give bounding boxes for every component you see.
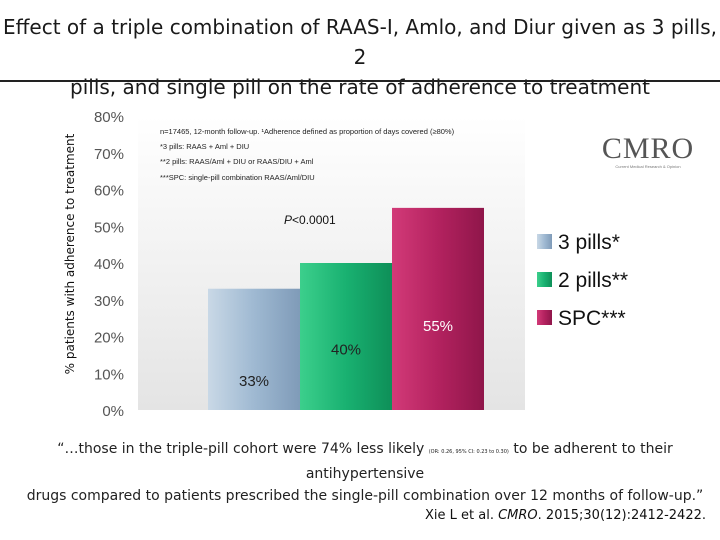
chart-notes: n=17465, 12-month follow-up. ¹Adherence … bbox=[160, 127, 455, 182]
y-tick-label: 0% bbox=[102, 403, 124, 420]
quote-small-print: (OR: 0.26, 95% CI: 0.23 to 0.30) bbox=[428, 449, 509, 455]
note-line-1: n=17465, 12-month follow-up. ¹Adherence … bbox=[160, 127, 455, 136]
legend-label: 3 pills* bbox=[558, 231, 620, 254]
y-tick-label: 10% bbox=[94, 366, 124, 383]
y-tick-label: 40% bbox=[94, 256, 124, 273]
citation: Xie L et al. CMRO. 2015;30(12):2412-2422… bbox=[425, 508, 706, 523]
note-line-2: *3 pills: RAAS + Aml + DIU bbox=[160, 142, 249, 151]
cmro-logo: CMRO Current Medical Research & Opinion bbox=[600, 134, 696, 170]
p-value: P<0.0001 bbox=[284, 213, 336, 227]
y-tick-label: 50% bbox=[94, 219, 124, 236]
title-divider bbox=[0, 80, 720, 82]
legend-swatch bbox=[537, 272, 552, 287]
y-tick-label: 30% bbox=[94, 293, 124, 310]
bar-value-label: 33% bbox=[239, 373, 269, 390]
citation-rest: . 2015;30(12):2412-2422. bbox=[537, 508, 706, 523]
citation-journal: CMRO bbox=[498, 508, 538, 523]
bar-value-label: 40% bbox=[331, 341, 361, 358]
y-tick-label: 70% bbox=[94, 146, 124, 163]
bar-1 bbox=[208, 288, 300, 410]
logo-text: CMRO bbox=[601, 132, 695, 165]
page-title: Effect of a triple combination of RAAS-I… bbox=[0, 12, 720, 102]
bar-3 bbox=[392, 207, 484, 410]
legend-swatch bbox=[537, 310, 552, 325]
y-axis-label: % patients with adherence to treatment bbox=[63, 133, 77, 374]
legend-label: SPC*** bbox=[558, 307, 626, 330]
y-tick-label: 80% bbox=[94, 109, 124, 126]
citation-authors: Xie L et al. bbox=[425, 508, 499, 523]
y-tick-label: 20% bbox=[94, 330, 124, 347]
note-line-4: ***SPC: single-pill combination RAAS/Aml… bbox=[160, 173, 315, 182]
title-line-1: Effect of a triple combination of RAAS-I… bbox=[3, 15, 717, 69]
y-tick-label: 60% bbox=[94, 183, 124, 200]
p-value-text: <0.0001 bbox=[292, 213, 336, 227]
title-line-2: pills, and single pill on the rate of ad… bbox=[70, 75, 650, 99]
logo-subtext: Current Medical Research & Opinion bbox=[615, 164, 681, 169]
quote-part-2: to be adherent to their antihypertensive bbox=[305, 441, 673, 482]
bar-2 bbox=[300, 263, 392, 410]
quote: “…those in the triple-pill cohort were 7… bbox=[20, 438, 710, 507]
quote-part-1: “…those in the triple-pill cohort were 7… bbox=[57, 441, 429, 457]
quote-line-1: “…those in the triple-pill cohort were 7… bbox=[20, 438, 710, 485]
bar-value-label: 55% bbox=[423, 318, 453, 335]
quote-line-2: drugs compared to patients prescribed th… bbox=[26, 488, 704, 504]
adherence-bar-chart: % patients with adherence to treatment 0… bbox=[63, 109, 628, 420]
note-line-3: **2 pills: RAAS/Aml + DIU or RAAS/DIU + … bbox=[160, 157, 314, 166]
legend-swatch bbox=[537, 234, 552, 249]
p-value-symbol: P bbox=[284, 213, 292, 227]
legend-label: 2 pills** bbox=[558, 269, 628, 292]
